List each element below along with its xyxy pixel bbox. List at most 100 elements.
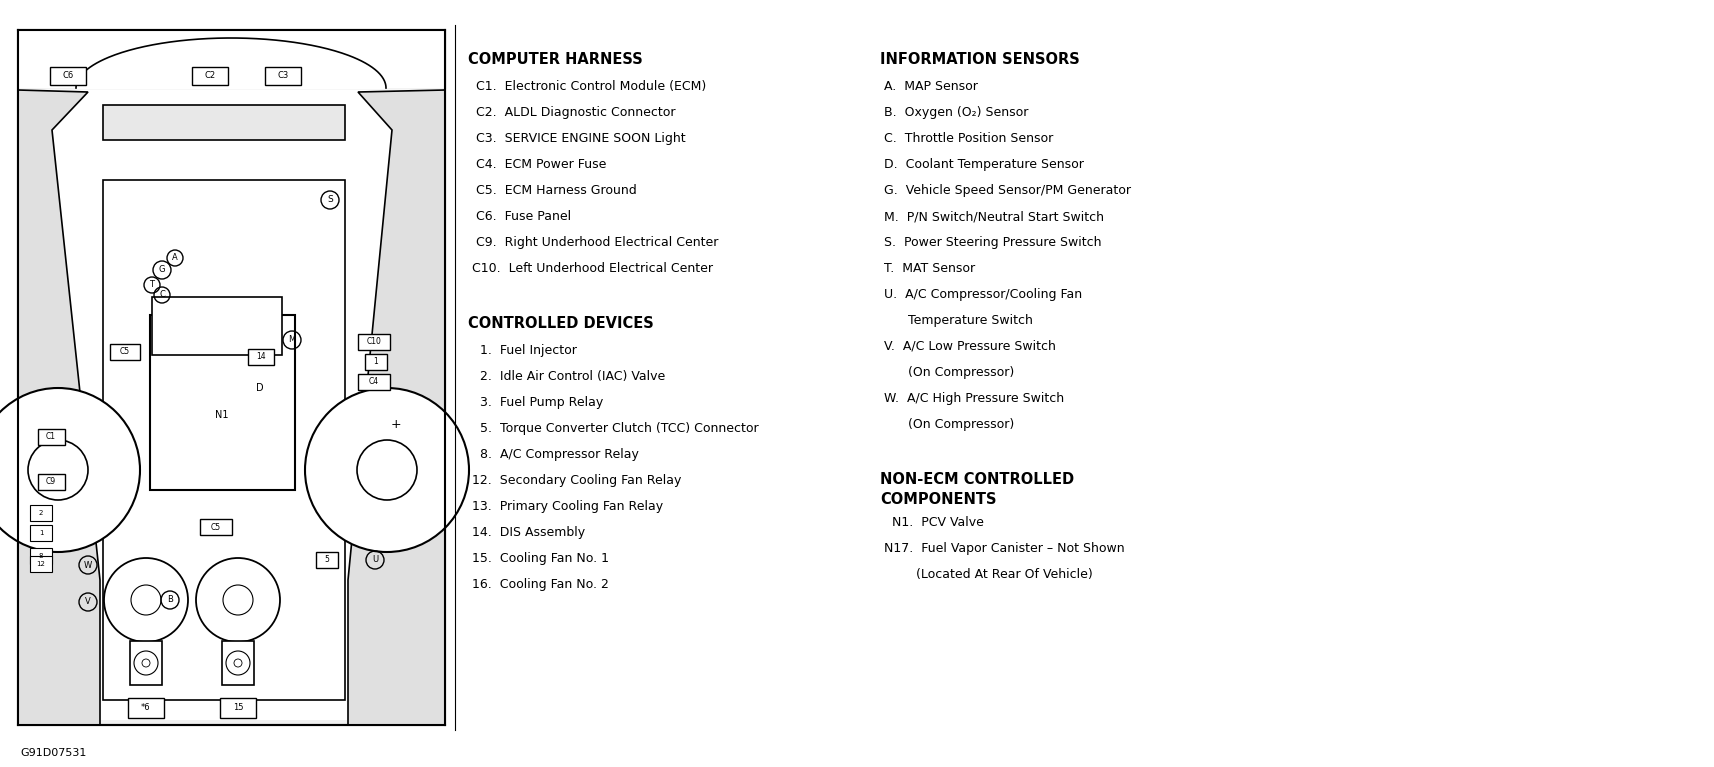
Bar <box>358 374 389 390</box>
Text: U.  A/C Compressor/Cooling Fan: U. A/C Compressor/Cooling Fan <box>883 288 1082 301</box>
Text: C3: C3 <box>278 71 288 81</box>
Text: C2: C2 <box>204 71 216 81</box>
Text: G.  Vehicle Speed Sensor/PM Generator: G. Vehicle Speed Sensor/PM Generator <box>883 184 1130 197</box>
Text: C5: C5 <box>120 347 130 357</box>
Text: S.  Power Steering Pressure Switch: S. Power Steering Pressure Switch <box>883 236 1100 249</box>
Text: COMPONENTS: COMPONENTS <box>879 492 996 507</box>
Text: C5.  ECM Harness Ground: C5. ECM Harness Ground <box>471 184 636 197</box>
Text: C4.  ECM Power Fuse: C4. ECM Power Fuse <box>471 158 607 171</box>
Text: C9.  Right Underhood Electrical Center: C9. Right Underhood Electrical Center <box>471 236 718 249</box>
Bar <box>192 67 228 85</box>
Text: W: W <box>84 561 93 570</box>
Text: 5: 5 <box>324 555 329 565</box>
Text: 12.  Secondary Cooling Fan Relay: 12. Secondary Cooling Fan Relay <box>471 474 680 487</box>
Text: C1: C1 <box>46 433 57 442</box>
Bar <box>29 548 51 564</box>
Bar <box>103 105 345 140</box>
Bar <box>21 32 442 720</box>
Bar <box>365 354 387 370</box>
Bar <box>358 334 389 350</box>
Text: 16.  Cooling Fan No. 2: 16. Cooling Fan No. 2 <box>471 578 608 591</box>
Bar <box>129 698 165 718</box>
Text: C2.  ALDL Diagnostic Connector: C2. ALDL Diagnostic Connector <box>471 106 675 119</box>
Text: V: V <box>86 597 91 607</box>
Bar <box>29 505 51 521</box>
Bar <box>201 519 231 535</box>
Text: 14.  DIS Assembly: 14. DIS Assembly <box>471 526 584 539</box>
Text: (On Compressor): (On Compressor) <box>883 418 1013 431</box>
Text: 2.  Idle Air Control (IAC) Valve: 2. Idle Air Control (IAC) Valve <box>471 370 665 383</box>
Bar <box>249 349 274 365</box>
Bar <box>38 474 65 490</box>
Polygon shape <box>17 90 99 725</box>
Text: (On Compressor): (On Compressor) <box>883 366 1013 379</box>
Text: C10: C10 <box>367 337 381 347</box>
Text: C6: C6 <box>62 71 74 81</box>
Text: 3.  Fuel Pump Relay: 3. Fuel Pump Relay <box>471 396 603 409</box>
Text: B.  Oxygen (O₂) Sensor: B. Oxygen (O₂) Sensor <box>883 106 1028 119</box>
Text: M: M <box>288 335 295 344</box>
Text: 12: 12 <box>36 561 45 567</box>
Bar <box>17 30 444 725</box>
Bar <box>266 67 302 85</box>
Text: *6: *6 <box>141 703 151 713</box>
Text: C6.  Fuse Panel: C6. Fuse Panel <box>471 210 571 223</box>
Bar <box>50 67 86 85</box>
Text: 8.  A/C Compressor Relay: 8. A/C Compressor Relay <box>471 448 639 461</box>
Bar <box>110 344 141 360</box>
Text: S: S <box>327 196 333 205</box>
Text: C3.  SERVICE ENGINE SOON Light: C3. SERVICE ENGINE SOON Light <box>471 132 686 145</box>
Text: INFORMATION SENSORS: INFORMATION SENSORS <box>879 52 1080 67</box>
Text: C.  Throttle Position Sensor: C. Throttle Position Sensor <box>883 132 1052 145</box>
Text: COMPUTER HARNESS: COMPUTER HARNESS <box>468 52 643 67</box>
Text: D: D <box>255 383 264 393</box>
Text: C: C <box>159 291 165 299</box>
Text: 1: 1 <box>374 357 379 367</box>
Text: N1.  PCV Valve: N1. PCV Valve <box>883 516 984 529</box>
Text: 1.  Fuel Injector: 1. Fuel Injector <box>471 344 576 357</box>
Bar <box>38 429 65 445</box>
Bar <box>149 315 295 490</box>
Text: W.  A/C High Pressure Switch: W. A/C High Pressure Switch <box>883 392 1063 405</box>
Text: N17.  Fuel Vapor Canister – Not Shown: N17. Fuel Vapor Canister – Not Shown <box>883 542 1124 555</box>
Text: M.  P/N Switch/Neutral Start Switch: M. P/N Switch/Neutral Start Switch <box>883 210 1104 223</box>
Text: 8: 8 <box>39 553 43 559</box>
Text: 13.  Primary Cooling Fan Relay: 13. Primary Cooling Fan Relay <box>471 500 663 513</box>
Text: D.  Coolant Temperature Sensor: D. Coolant Temperature Sensor <box>883 158 1083 171</box>
Bar <box>103 180 345 700</box>
Polygon shape <box>17 30 444 88</box>
Bar <box>130 641 161 685</box>
Text: N1: N1 <box>216 410 228 420</box>
Text: +: + <box>391 419 401 432</box>
Text: 2: 2 <box>39 510 43 516</box>
Bar <box>29 556 51 572</box>
Text: NON-ECM CONTROLLED: NON-ECM CONTROLLED <box>879 472 1073 487</box>
Text: T: T <box>149 281 154 289</box>
Text: A.  MAP Sensor: A. MAP Sensor <box>883 80 977 93</box>
Text: C10.  Left Underhood Electrical Center: C10. Left Underhood Electrical Center <box>471 262 713 275</box>
Circle shape <box>0 388 141 552</box>
Text: G: G <box>159 265 165 275</box>
Bar <box>29 525 51 541</box>
Text: T.  MAT Sensor: T. MAT Sensor <box>883 262 975 275</box>
Text: C4: C4 <box>369 377 379 387</box>
Text: V.  A/C Low Pressure Switch: V. A/C Low Pressure Switch <box>883 340 1056 353</box>
Bar <box>219 698 255 718</box>
Text: G91D07531: G91D07531 <box>21 748 86 758</box>
Bar <box>315 552 338 568</box>
Bar <box>221 641 254 685</box>
Text: B: B <box>166 595 173 604</box>
Circle shape <box>305 388 468 552</box>
Text: (Located At Rear Of Vehicle): (Located At Rear Of Vehicle) <box>883 568 1092 581</box>
Text: A: A <box>171 254 178 262</box>
Bar <box>153 297 281 355</box>
Text: U: U <box>372 555 377 565</box>
Text: Temperature Switch: Temperature Switch <box>883 314 1032 327</box>
Text: 1: 1 <box>39 530 43 536</box>
Text: CONTROLLED DEVICES: CONTROLLED DEVICES <box>468 316 653 331</box>
Text: 15: 15 <box>233 703 243 713</box>
Text: 15.  Cooling Fan No. 1: 15. Cooling Fan No. 1 <box>471 552 608 565</box>
Polygon shape <box>348 90 444 725</box>
Text: C1.  Electronic Control Module (ECM): C1. Electronic Control Module (ECM) <box>471 80 706 93</box>
Text: C5: C5 <box>211 522 221 532</box>
